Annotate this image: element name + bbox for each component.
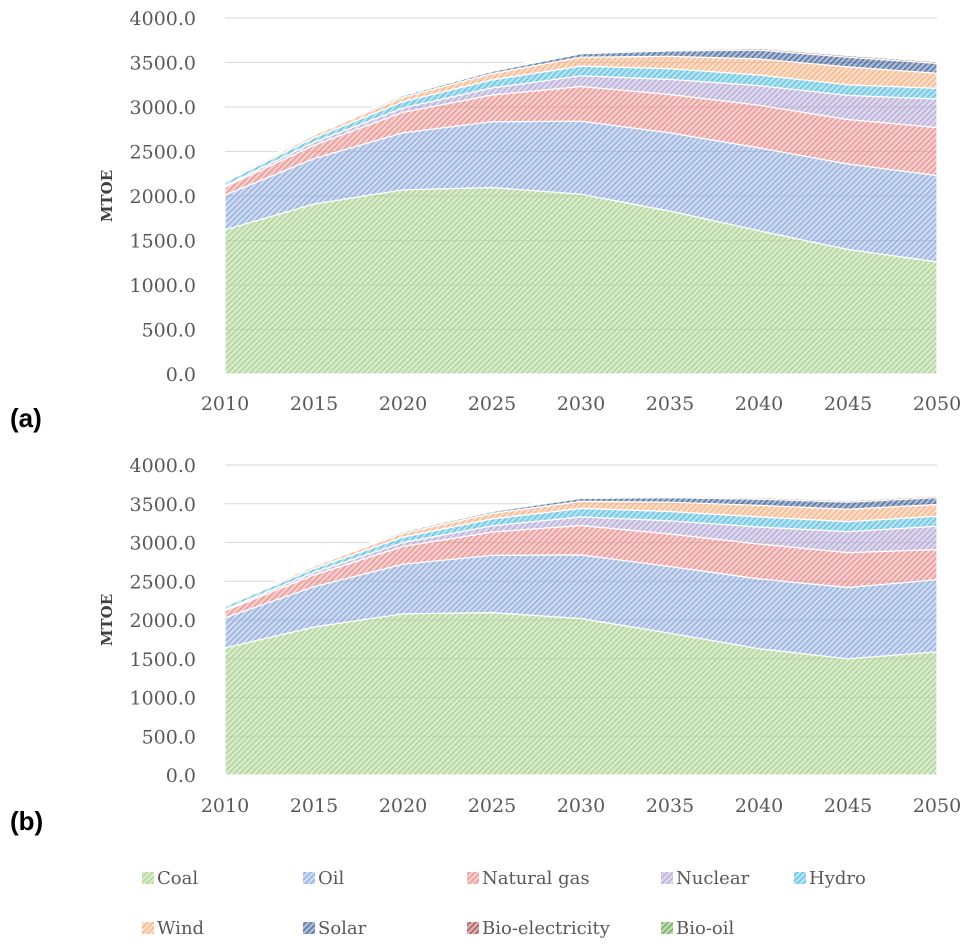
legend-label: Coal: [157, 868, 198, 889]
y-tick-label: 3000.0: [130, 533, 196, 555]
y-tick-label: 2000.0: [130, 610, 196, 632]
legend-label: Bio-electricity: [482, 918, 611, 939]
legend-label: Natural gas: [482, 868, 590, 889]
x-tick-label: 2025: [468, 393, 516, 415]
x-tick-label: 2035: [646, 393, 694, 415]
legend-swatch: [794, 872, 806, 884]
x-tick-label: 2025: [468, 795, 516, 817]
legend-item-oil: Oil: [303, 868, 345, 889]
legend-item-coal: Coal: [142, 868, 198, 889]
y-tick-label: 3500.0: [130, 53, 196, 75]
legend: Coal Oil Natural gas Nuclear Hydro Wind Solar B…: [142, 868, 866, 939]
y-tick-label: 1500.0: [130, 231, 196, 253]
legend-label: Nuclear: [676, 868, 750, 889]
chart-panel-a: 0.0 500.0 1000.0 1500.0 2000.0 2500.0 3000.0 35…: [10, 8, 961, 433]
x-tick-label: 2050: [913, 795, 961, 817]
y-tick-label: 500.0: [142, 320, 196, 342]
legend-swatch: [142, 922, 154, 934]
y-tick-label: 3500.0: [130, 494, 196, 516]
x-tick-label: 2015: [290, 393, 338, 415]
legend-item-bio-oil: Bio-oil: [661, 918, 734, 939]
legend-item-natural-gas: Natural gas: [467, 868, 590, 889]
x-tick-label: 2020: [379, 393, 427, 415]
area-series-bio-oil: [224, 494, 938, 606]
legend-item-wind: Wind: [142, 918, 204, 939]
legend-item-hydro: Hydro: [794, 868, 866, 889]
area-series-bio-oil: [224, 46, 938, 182]
x-tick-label: 2030: [557, 795, 605, 817]
x-tick-label: 2010: [201, 393, 249, 415]
legend-item-nuclear: Nuclear: [661, 868, 750, 889]
legend-item-bio-electricity: Bio-electricity: [467, 918, 611, 939]
legend-swatch: [467, 872, 479, 884]
y-axis-title: MTOE: [98, 594, 116, 646]
legend-label: Oil: [318, 868, 345, 889]
x-tick-label: 2020: [379, 795, 427, 817]
legend-swatch: [661, 872, 673, 884]
y-tick-label: 1000.0: [130, 275, 196, 297]
chart-panel-b: 0.0 500.0 1000.0 1500.0 2000.0 2500.0 3000.0 35…: [10, 455, 961, 836]
x-tick-label: 2050: [913, 393, 961, 415]
legend-label: Solar: [318, 918, 367, 939]
panel-label: (b): [10, 806, 43, 836]
x-tick-label: 2040: [735, 795, 783, 817]
panel-label: (a): [10, 403, 42, 433]
y-tick-label: 500.0: [142, 726, 196, 748]
y-tick-label: 0.0: [166, 765, 196, 787]
legend-swatch: [142, 872, 154, 884]
y-tick-label: 2500.0: [130, 142, 196, 164]
y-tick-label: 1500.0: [130, 649, 196, 671]
legend-label: Bio-oil: [676, 918, 734, 939]
y-tick-label: 3000.0: [130, 97, 196, 119]
x-tick-label: 2030: [557, 393, 605, 415]
legend-label: Wind: [157, 918, 204, 939]
x-tick-label: 2045: [824, 795, 872, 817]
y-tick-label: 2500.0: [130, 571, 196, 593]
legend-swatch: [467, 922, 479, 934]
legend-swatch: [303, 872, 315, 884]
legend-swatch: [303, 922, 315, 934]
x-tick-label: 2015: [290, 795, 338, 817]
y-tick-label: 1000.0: [130, 688, 196, 710]
legend-swatch: [661, 922, 673, 934]
legend-item-solar: Solar: [303, 918, 367, 939]
legend-label: Hydro: [809, 868, 866, 889]
x-tick-label: 2010: [201, 795, 249, 817]
y-tick-label: 0.0: [166, 364, 196, 386]
y-tick-label: 4000.0: [130, 455, 196, 477]
y-tick-label: 2000.0: [130, 186, 196, 208]
x-tick-label: 2035: [646, 795, 694, 817]
x-tick-label: 2045: [824, 393, 872, 415]
y-axis-title: MTOE: [98, 170, 116, 222]
x-tick-label: 2040: [735, 393, 783, 415]
y-tick-label: 4000.0: [130, 8, 196, 30]
